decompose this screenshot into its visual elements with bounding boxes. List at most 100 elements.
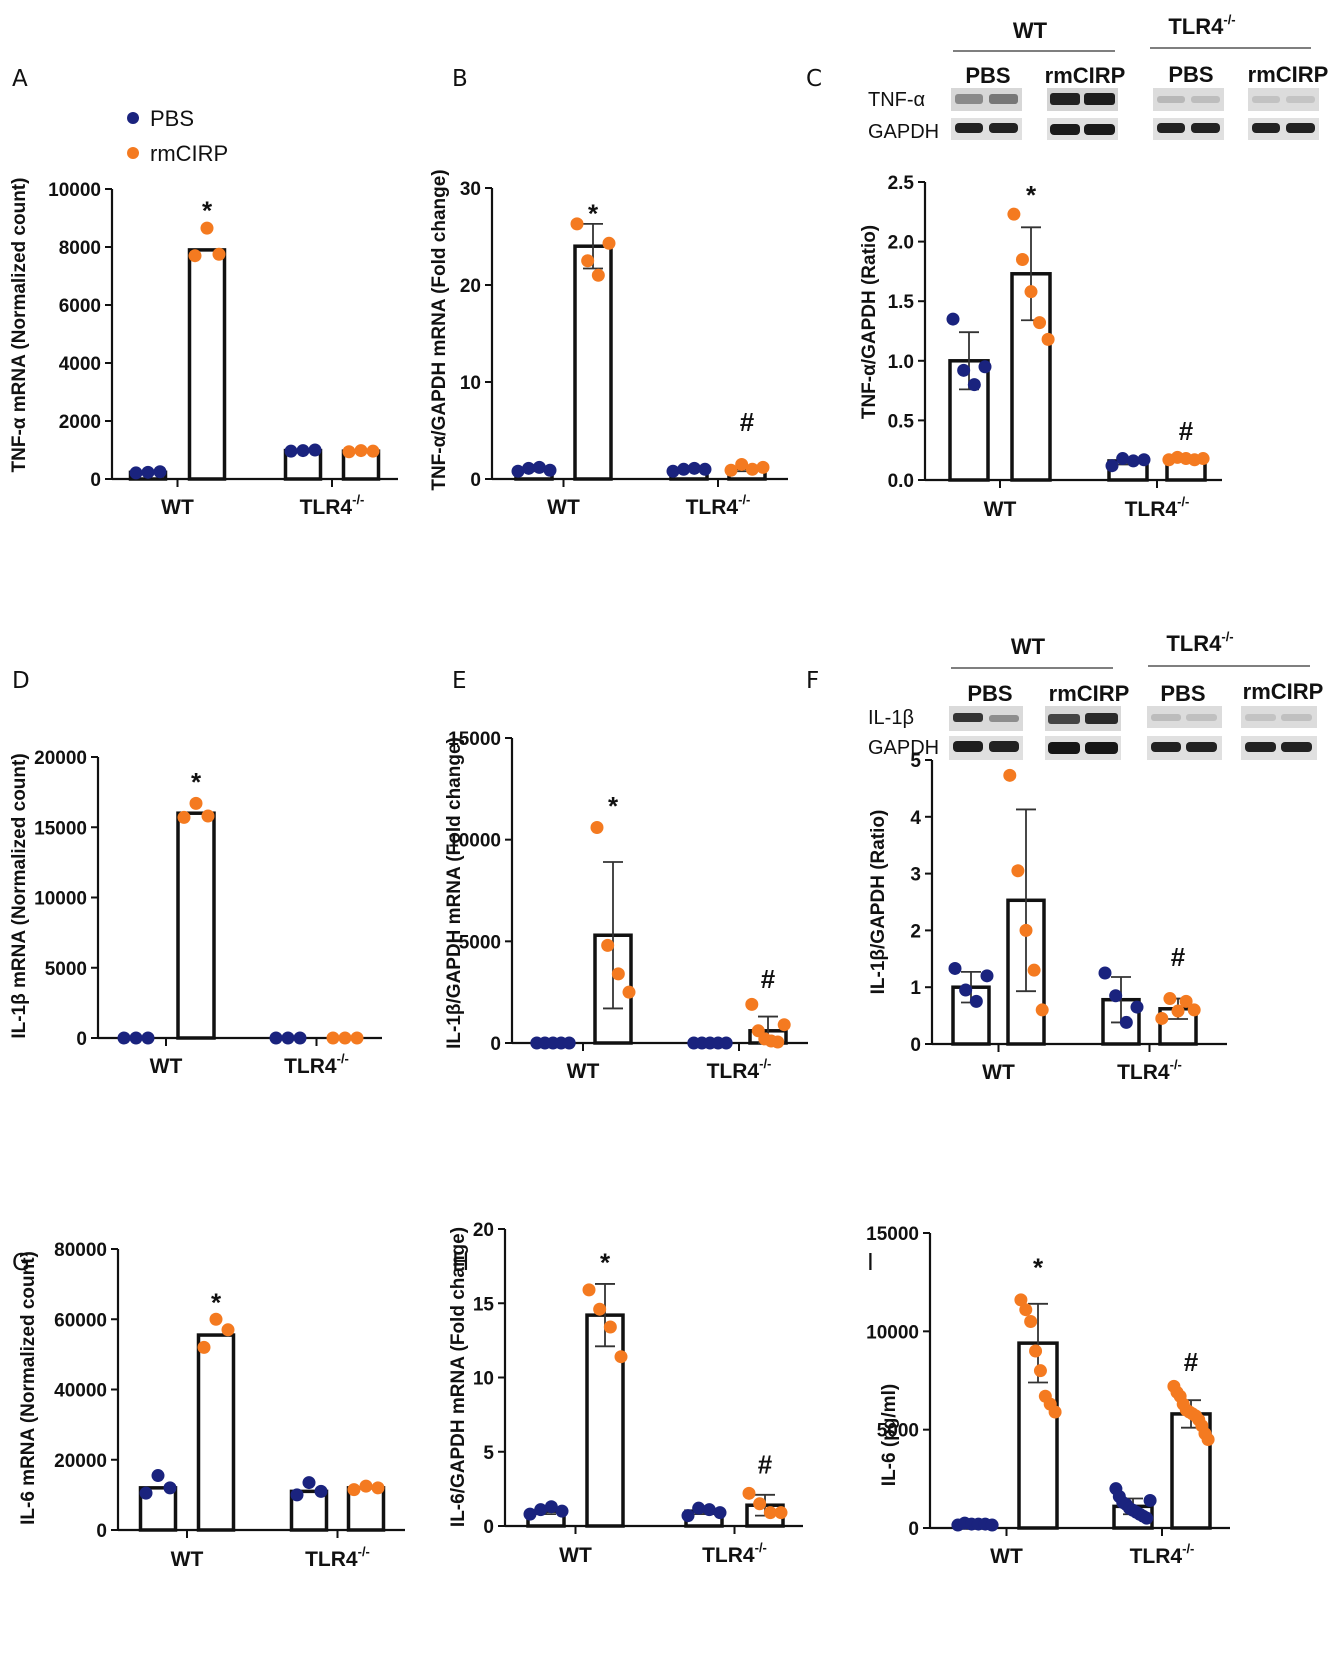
chart-e-point — [771, 1035, 785, 1049]
chart-c-point — [1196, 452, 1210, 466]
chart-f-point — [980, 969, 994, 983]
chart-d-category-sup: -/- — [337, 1051, 349, 1066]
chart-i-point — [985, 1518, 999, 1532]
chart-a-point — [212, 247, 226, 261]
chart-b-point — [687, 461, 701, 475]
chart-f-annotation: # — [1171, 942, 1186, 972]
chart-g: 0 20000 40000 60000 80000 IL-6 mRNA (Normaliz… — [18, 1240, 405, 1571]
chart-b-category-label: WT — [547, 496, 580, 519]
chart-g-ytick-label: 0 — [96, 1521, 107, 1542]
blot-c-group-tlr4: TLR4-/- — [1168, 12, 1235, 39]
chart-d-point — [177, 810, 191, 824]
chart-a: 0 2000 4000 6000 8000 10000 TNF-α mRNA (Normal… — [9, 178, 398, 519]
blot-f-lane-3: PBS — [1160, 681, 1205, 706]
chart-c-point — [1137, 453, 1151, 467]
chart-e-ytick-label: 10000 — [448, 831, 501, 852]
chart-a-category-label: TLR4-/- — [300, 492, 365, 519]
chart-h-category-label: TLR4-/- — [702, 1540, 767, 1567]
chart-a-ytick-label: 6000 — [59, 296, 101, 317]
chart-a-point — [354, 444, 368, 458]
chart-f-point — [1171, 1004, 1185, 1018]
chart-e-annotation: * — [608, 791, 619, 821]
chart-i-ytick-label: 10000 — [866, 1322, 919, 1343]
chart-a-point — [296, 444, 310, 458]
chart-a-point — [308, 443, 322, 457]
chart-f-point — [1187, 1003, 1201, 1017]
chart-c-category-label: TLR4-/- — [1125, 494, 1190, 521]
blot-c-group-tlr4-sup: -/- — [1223, 12, 1235, 27]
blot-c-group-wt: WT — [1013, 18, 1048, 43]
chart-h-point — [534, 1503, 548, 1517]
chart-f-point — [1119, 1015, 1133, 1029]
chart-b-point — [570, 217, 584, 231]
chart-h-point — [742, 1486, 756, 1500]
chart-f-point — [1003, 768, 1017, 782]
chart-e-ytick-label: 5000 — [459, 932, 501, 953]
chart-h-category-sup: -/- — [755, 1540, 767, 1555]
chart-b-point — [581, 254, 595, 268]
chart-b-ytick-label: 10 — [460, 373, 481, 394]
chart-f-ytick-label: 5 — [910, 751, 921, 772]
chart-a-point — [284, 444, 298, 458]
chart-d-point — [129, 1031, 143, 1045]
chart-g-category-sup: -/- — [358, 1544, 370, 1559]
chart-c-category-text: WT — [984, 498, 1017, 521]
chart-i-ytick-label: 0 — [908, 1519, 919, 1540]
chart-h-ytick-label: 20 — [473, 1220, 494, 1241]
chart-f-bar — [951, 985, 991, 1046]
chart-f-category-text: TLR4 — [1117, 1061, 1170, 1084]
chart-g-point — [314, 1484, 328, 1498]
chart-i-ylabel: IL-6 (pg/ml) — [879, 1384, 900, 1486]
chart-a-point — [188, 249, 202, 263]
chart-d-category-label: TLR4-/- — [284, 1051, 349, 1078]
chart-f-point — [1179, 994, 1193, 1008]
panel-letter-e: E — [452, 668, 467, 694]
chart-b-annotation: * — [588, 198, 599, 228]
chart-g-ytick-label: 80000 — [54, 1240, 107, 1261]
chart-b-ylabel: TNF-α/GAPDH mRNA (Fold change) — [429, 169, 450, 490]
chart-d-point — [350, 1031, 364, 1045]
chart-f-category-label: TLR4-/- — [1117, 1057, 1182, 1084]
chart-d-point — [338, 1031, 352, 1045]
chart-a-annotation: * — [202, 195, 213, 225]
chart-c-ytick-label: 2.5 — [888, 173, 915, 194]
chart-a-point — [366, 444, 380, 458]
blot-f-lane-1: PBS — [967, 681, 1012, 706]
chart-f: 0 1 2 3 4 5 IL-1β/GAPDH (Ratio) WT TLR4-/- # — [868, 751, 1227, 1084]
chart-e-category-text: WT — [567, 1060, 600, 1083]
chart-i-point — [1033, 1364, 1047, 1378]
chart-a-ylabel: TNF-α mRNA (Normalized count) — [9, 178, 30, 473]
chart-a-ytick-label: 4000 — [59, 354, 101, 375]
chart-h-category-text: WT — [559, 1544, 592, 1567]
chart-c-ytick-label: 0.0 — [888, 471, 914, 492]
chart-c-point — [1033, 316, 1047, 330]
chart-b-point — [666, 464, 680, 478]
chart-i-category-label: WT — [990, 1545, 1023, 1568]
chart-g-point — [371, 1481, 385, 1495]
panel-letter-c: C — [806, 66, 822, 92]
chart-e-point — [777, 1018, 791, 1032]
chart-d-category-text: WT — [150, 1055, 183, 1078]
chart-h-category-label: WT — [559, 1544, 592, 1567]
chart-a-category-sup: -/- — [352, 492, 364, 507]
panel-letter-b: B — [452, 66, 468, 92]
chart-h-point — [593, 1302, 607, 1316]
legend-rmcirp-marker — [127, 147, 139, 159]
chart-a-category-label: WT — [161, 496, 194, 519]
chart-a-point — [129, 466, 143, 480]
chart-h-point — [774, 1506, 788, 1520]
panel-letter-h: H — [452, 1250, 469, 1276]
chart-a-ytick-label: 10000 — [48, 180, 101, 201]
chart-d-annotation: * — [191, 767, 202, 797]
chart-f-ytick-label: 0 — [910, 1035, 921, 1056]
chart-i-category-sup: -/- — [1182, 1541, 1194, 1556]
chart-e-ytick-label: 0 — [490, 1034, 501, 1055]
legend: PBS rmCIRP — [127, 106, 228, 166]
chart-c-ylabel: TNF-α/GAPDH (Ratio) — [859, 225, 880, 419]
chart-c-point — [1105, 459, 1119, 473]
chart-d-ytick-label: 5000 — [45, 959, 87, 980]
chart-e-point — [745, 997, 759, 1011]
chart-i-category-text: WT — [990, 1545, 1023, 1568]
chart-d-ytick-label: 0 — [76, 1029, 87, 1050]
